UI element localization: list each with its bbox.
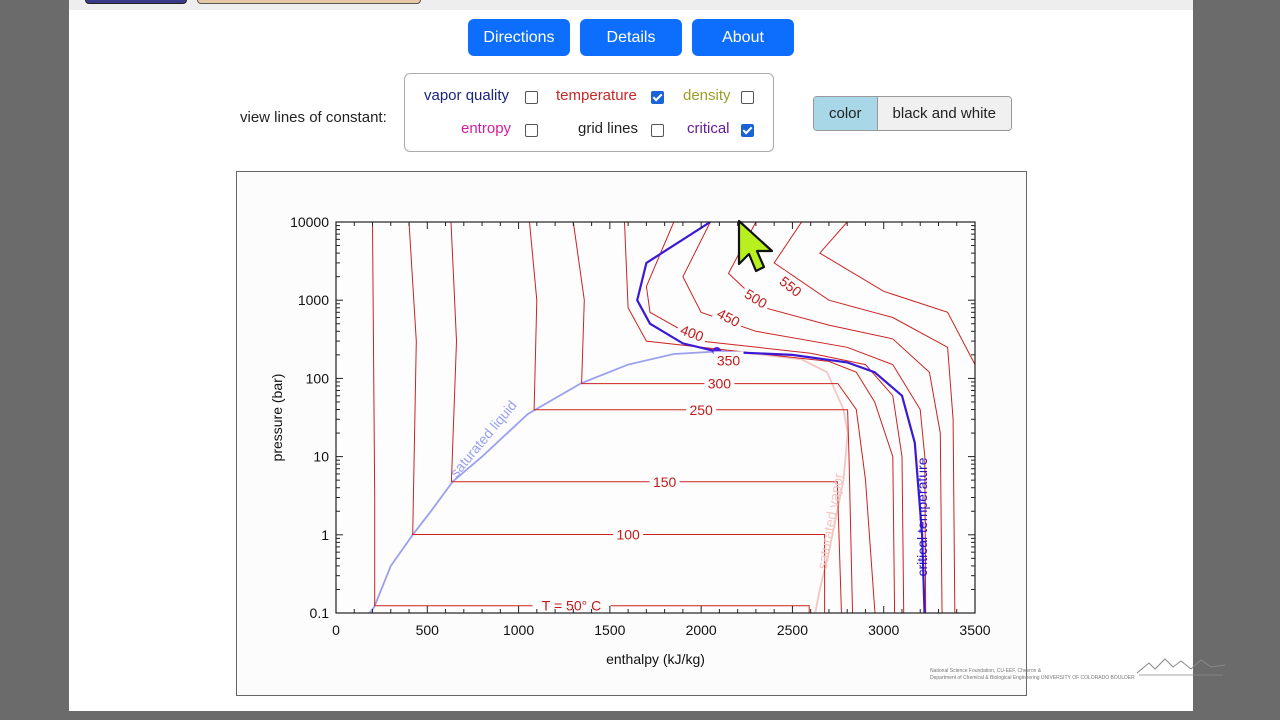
- isotherm-line-6: [645, 222, 905, 613]
- isotherm-label-2: 150: [653, 474, 677, 490]
- top-strip: [69, 0, 1193, 10]
- temperature-checkbox[interactable]: [651, 91, 664, 104]
- isotherm-label-group-6: 400: [675, 319, 710, 345]
- grid-lines-label: grid lines: [578, 120, 639, 137]
- details-button[interactable]: Details: [580, 19, 682, 56]
- isotherm-label-1: 100: [616, 526, 640, 542]
- x-tick-label-1: 500: [416, 622, 440, 638]
- critical-isotherm-line: [636, 222, 926, 613]
- y-tick-label-3: 100: [306, 370, 330, 386]
- top-button-fragment[interactable]: [85, 0, 187, 4]
- y-axis-label: pressure (bar): [269, 374, 285, 462]
- temperature-label: temperature: [556, 87, 637, 104]
- app-page: Directions Details About view lines of c…: [69, 0, 1193, 711]
- isotherm-label-4: 300: [708, 376, 732, 392]
- black-and-white-button[interactable]: black and white: [877, 97, 1011, 130]
- y-tick-label-1: 1: [321, 527, 329, 543]
- grid-lines-checkbox[interactable]: [651, 124, 664, 137]
- university-logo-icon: [1136, 658, 1226, 676]
- isotherm-label-bg-2: [649, 472, 680, 489]
- isotherm-label-bg-5: [713, 351, 744, 368]
- isotherm-line-7: [682, 222, 927, 613]
- isotherm-label-group-4: 300: [704, 374, 735, 392]
- isotherm-label-0: T = 50° C: [542, 598, 601, 614]
- directions-button[interactable]: Directions: [468, 19, 570, 56]
- isotherm-label-group-5: 350: [713, 351, 744, 368]
- saturated-liquid-curve: [368, 350, 717, 613]
- x-tick-label-7: 3500: [959, 622, 990, 638]
- isotherm-line-0: [372, 222, 810, 613]
- isotherm-label-group-2: 150: [649, 472, 680, 490]
- critical-label: critical: [687, 120, 730, 137]
- critical-checkbox[interactable]: [741, 124, 754, 137]
- vapor-quality-checkbox[interactable]: [525, 91, 538, 104]
- x-axis-label: enthalpy (kJ/kg): [606, 651, 705, 667]
- color-mode-button[interactable]: color: [814, 97, 878, 130]
- isotherm-line-8: [727, 222, 943, 613]
- credit-line-1: National Science Foundation, CU-EEF, Che…: [930, 668, 1042, 674]
- isotherm-label-group-1: 100: [613, 525, 644, 542]
- isotherm-label-3: 250: [689, 402, 713, 418]
- isotherm-label-bg-8: [739, 282, 774, 313]
- entropy-label: entropy: [461, 120, 512, 137]
- credit-line-2: Department of Chemical & Biological Engi…: [930, 675, 1135, 681]
- isotherm-label-bg-1: [613, 525, 644, 542]
- isotherm-label-group-0: T = 50° C: [532, 596, 611, 614]
- x-tick-label-6: 3000: [868, 622, 899, 638]
- isotherm-label-bg-9: [774, 270, 808, 302]
- plot-area: [336, 222, 975, 613]
- y-tick-label-0: 0.1: [310, 605, 330, 621]
- isotherm-line-9: [773, 222, 956, 613]
- plot-border: [335, 221, 976, 614]
- isotherm-label-bg-3: [686, 400, 717, 417]
- vapor-quality-label: vapor quality: [424, 87, 510, 104]
- top-button-fragment-2[interactable]: [197, 0, 421, 4]
- isotherm-line-4: [572, 222, 876, 613]
- y-tick-label-4: 1000: [298, 292, 329, 308]
- line-options-panel: vapor quality temperature density entrop…: [404, 73, 774, 152]
- isotherm-label-bg-6: [675, 319, 710, 345]
- credit-text: National Science Foundation, CU-EEF, Che…: [930, 668, 1160, 682]
- x-tick-label-2: 1000: [503, 622, 534, 638]
- density-label: density: [683, 87, 731, 104]
- y-tick-label-2: 10: [313, 449, 329, 465]
- color-mode-toggle: color black and white: [813, 96, 1012, 131]
- isotherm-label-bg-7: [711, 302, 746, 331]
- isotherm-label-6: 400: [678, 322, 706, 345]
- about-button[interactable]: About: [692, 19, 794, 56]
- isotherm-label-bg-0: [532, 596, 611, 613]
- density-checkbox[interactable]: [741, 91, 754, 104]
- entropy-checkbox[interactable]: [525, 124, 538, 137]
- isotherm-label-5: 350: [717, 352, 741, 368]
- isotherm-label-bg-4: [704, 374, 735, 391]
- isotherm-line-2: [450, 222, 842, 613]
- isotherm-line-5: [624, 222, 896, 613]
- x-tick-label-5: 2500: [777, 622, 808, 638]
- x-tick-label-4: 2000: [686, 622, 717, 638]
- critical-temperature-label: critical temperature: [914, 457, 930, 576]
- y-tick-label-5: 10000: [290, 214, 329, 230]
- ph-diagram-frame: T = 50° C 100 150 250 300 350 400 450 500 550 satu…: [236, 171, 1027, 696]
- mouse-cursor-icon: [737, 219, 774, 273]
- isotherm-line-10: [819, 222, 975, 365]
- isotherm-line-1: [408, 222, 826, 613]
- isotherm-label-group-3: 250: [686, 400, 717, 418]
- view-lines-label: view lines of constant:: [240, 109, 387, 126]
- x-tick-label-0: 0: [332, 622, 340, 638]
- x-tick-label-3: 1500: [594, 622, 625, 638]
